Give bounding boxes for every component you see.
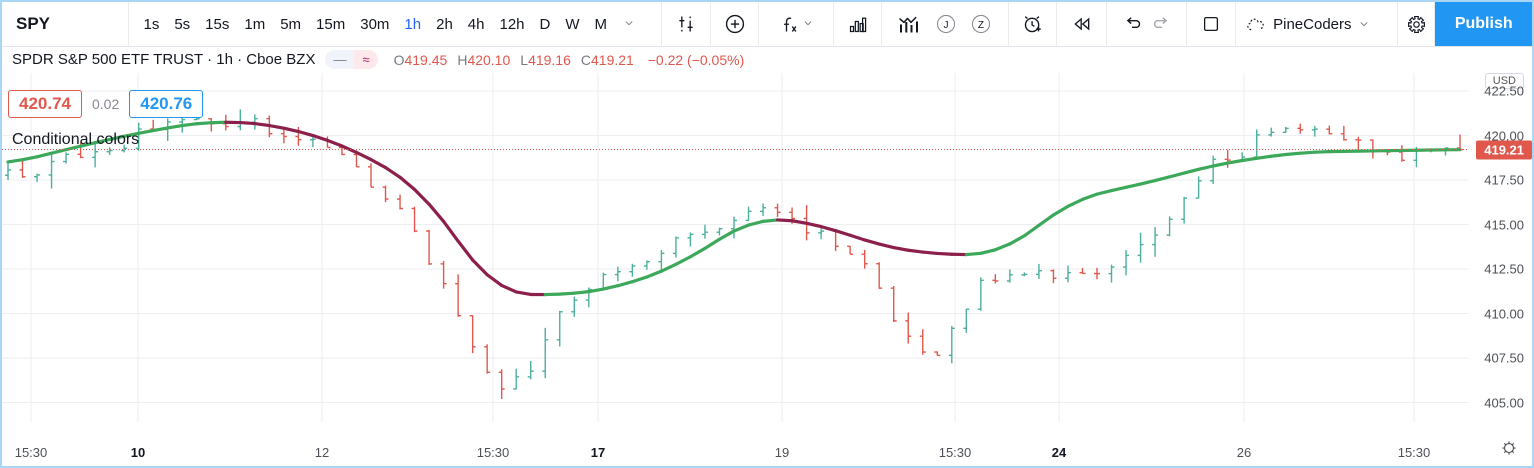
svg-text:Z: Z [978, 20, 984, 31]
svg-text:J: J [944, 20, 949, 31]
